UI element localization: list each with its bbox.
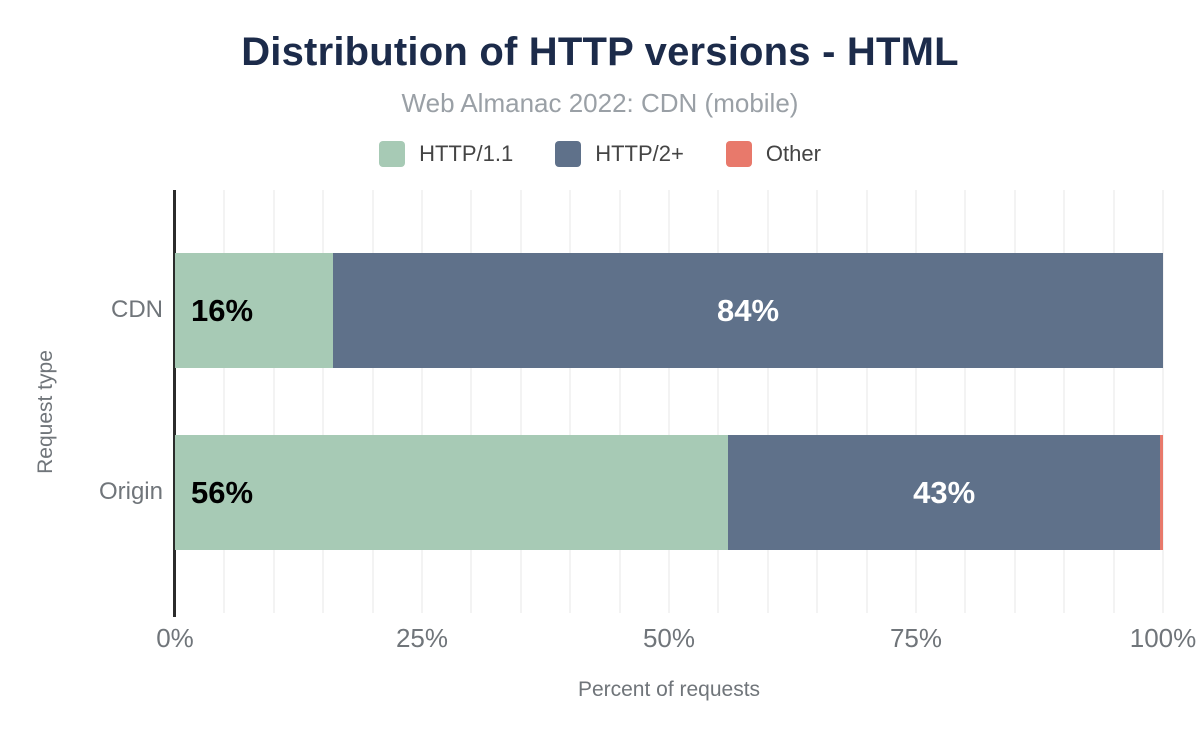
- bar-value-label: 84%: [717, 292, 780, 328]
- x-tick-label: 100%: [1129, 623, 1197, 653]
- gridline: [668, 190, 670, 613]
- gridline: [915, 190, 917, 613]
- bar-segment-cdn-http-2: 84%: [333, 253, 1163, 368]
- legend-swatch-other: [725, 141, 752, 167]
- legend-item-http-2: HTTP/2+: [555, 141, 684, 167]
- bar-value-label: 16%: [191, 292, 254, 328]
- legend-swatch-http-2: [555, 141, 582, 167]
- gridline: [470, 190, 473, 613]
- gridline: [569, 190, 572, 613]
- bar-segment-cdn-http-1-1: 16%: [175, 253, 334, 368]
- chart-title: Distribution of HTTP versions - HTML: [241, 30, 959, 74]
- bar-segment-origin-http-2: 43%: [728, 435, 1161, 550]
- chart-subtitle: Web Almanac 2022: CDN (mobile): [401, 88, 799, 118]
- gridline: [618, 190, 621, 613]
- gridline: [1162, 190, 1164, 613]
- gridline: [1063, 190, 1066, 613]
- gridline: [519, 190, 522, 613]
- bar-cdn: 16% 84%: [175, 253, 1163, 368]
- gridline: [223, 190, 226, 613]
- y-category-label: CDN: [111, 296, 163, 323]
- legend-label: HTTP/2+: [595, 141, 684, 166]
- legend-item-other: Other: [725, 141, 821, 167]
- gridline: [865, 190, 868, 613]
- gridline: [421, 190, 423, 613]
- gridline: [272, 190, 275, 613]
- x-axis-title: Percent of requests: [577, 678, 761, 701]
- gridline: [371, 190, 374, 613]
- x-tick-label: 50%: [642, 623, 696, 653]
- plot-area: 16% 84% 56% 43% 0% 25% 50% 75% 100%: [156, 190, 1196, 653]
- bar-value-label: 56%: [191, 474, 254, 510]
- legend-item-http-1-1: HTTP/1.1: [379, 141, 513, 167]
- bar-origin: 56% 43%: [175, 435, 1163, 550]
- legend-label: HTTP/1.1: [419, 141, 514, 166]
- y-category-label: Origin: [98, 478, 163, 505]
- gridline: [717, 190, 720, 613]
- gridline: [816, 190, 819, 613]
- gridline: [766, 190, 769, 613]
- gridline: [1013, 190, 1016, 613]
- y-axis-line: [173, 190, 176, 617]
- legend: HTTP/1.1 HTTP/2+ Other: [0, 141, 1200, 167]
- x-tick-label: 75%: [889, 623, 943, 653]
- bar-segment-origin-other: [1160, 435, 1163, 550]
- bar-value-label: 43%: [913, 474, 976, 510]
- legend-swatch-http-1-1: [379, 141, 406, 167]
- y-axis-category-labels: CDN Origin: [0, 0, 163, 742]
- gridline: [322, 190, 325, 613]
- gridline: [964, 190, 967, 613]
- x-tick-label: 25%: [395, 623, 449, 653]
- gridline: [1112, 190, 1115, 613]
- x-tick-label: 0%: [156, 623, 194, 653]
- bar-segment-origin-http-1-1: 56%: [175, 435, 729, 550]
- legend-label: Other: [765, 141, 821, 166]
